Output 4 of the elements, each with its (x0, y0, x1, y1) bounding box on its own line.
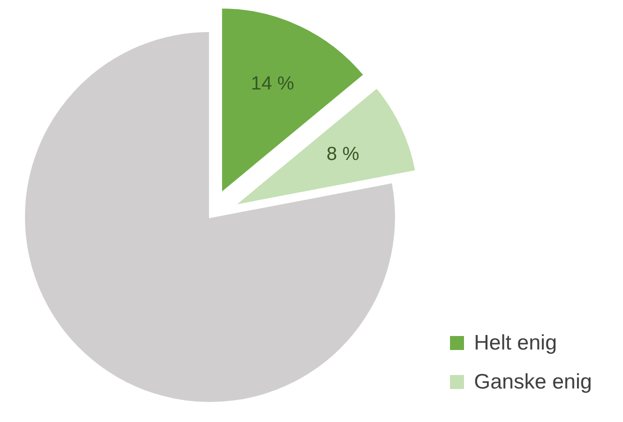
data-label: 14 % (250, 74, 294, 95)
data-label: 8 % (326, 144, 360, 165)
legend-label: Ganske enig (474, 370, 592, 394)
legend-label: Helt enig (474, 332, 557, 354)
